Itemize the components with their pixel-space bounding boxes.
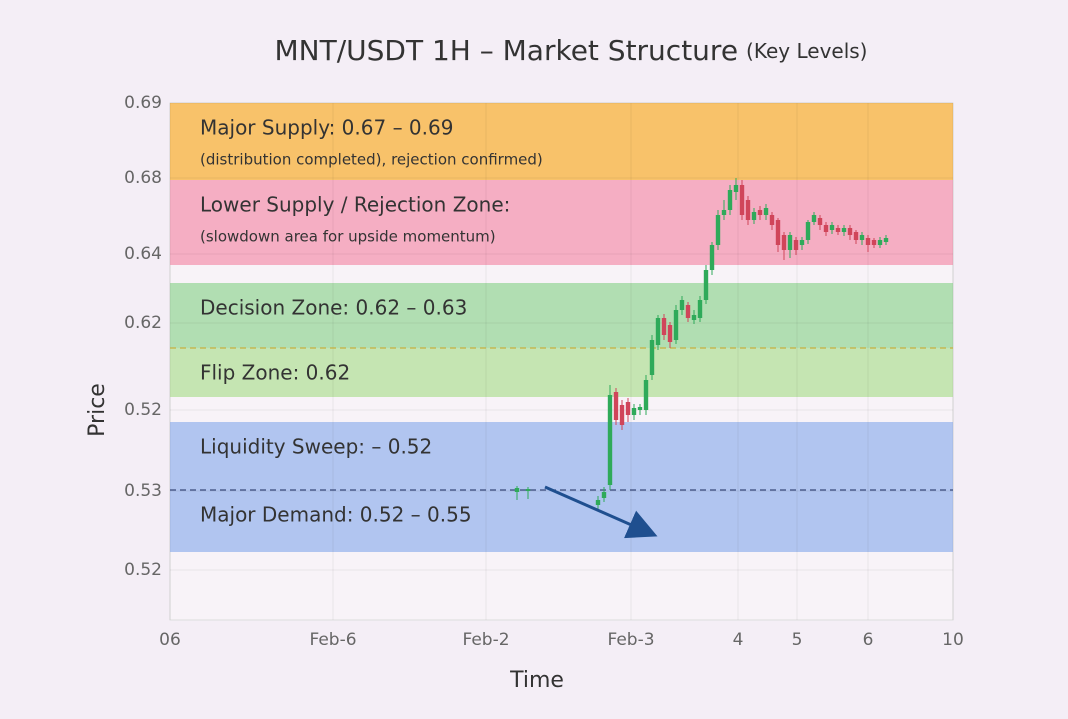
x-tick-label: Feb-2	[462, 630, 509, 650]
candle-body	[877, 240, 883, 245]
candle-body	[607, 395, 613, 485]
candle-body	[871, 240, 877, 245]
zone	[170, 283, 953, 348]
candle-body	[805, 222, 811, 240]
y-tick-label: 0.62	[124, 313, 162, 333]
candle-body	[739, 185, 745, 215]
candle-body	[775, 220, 781, 245]
candle-body	[787, 235, 793, 250]
annotation-arrow	[544, 485, 658, 539]
candle-body	[757, 210, 763, 215]
candle-body	[829, 225, 835, 230]
candle-body	[853, 232, 859, 240]
candle-body	[727, 190, 733, 210]
candle-body	[525, 489, 531, 491]
y-tick-label: 0.52	[124, 560, 162, 580]
candle-body	[823, 225, 829, 232]
candle-body	[799, 240, 805, 245]
candle-body	[697, 300, 703, 318]
x-tick-label: 4	[733, 630, 744, 650]
y-tick-label: 0.69	[124, 93, 162, 113]
candle-body	[655, 318, 661, 345]
y-axis-label: Price	[85, 383, 110, 437]
zone	[170, 422, 953, 490]
candle-body	[637, 407, 643, 410]
y-tick-label: 0.53	[124, 481, 162, 501]
candle-body	[793, 240, 799, 250]
zone-label: Major Demand: 0.52 – 0.55	[200, 503, 472, 527]
candle-body	[769, 215, 775, 225]
zone	[170, 180, 953, 265]
chart-title: MNT/USDT 1H – Market Structure (Key Level…	[275, 34, 868, 67]
title-note: (Key Levels)	[746, 39, 867, 63]
candle-body	[661, 318, 667, 335]
x-tick-label: 5	[792, 630, 803, 650]
title-main: MNT/USDT 1H – Market Structure	[275, 34, 739, 67]
zone-label: Liquidity Sweep: – 0.52	[200, 435, 432, 459]
y-tick-label: 0.68	[124, 168, 162, 188]
zone-label: Flip Zone: 0.62	[200, 361, 350, 385]
zone-label: Lower Supply / Rejection Zone:	[200, 193, 510, 217]
candle-body	[715, 215, 721, 245]
zone	[170, 103, 953, 180]
candle-body	[649, 340, 655, 375]
candle-body	[763, 208, 769, 215]
candle-body	[745, 200, 751, 220]
candle-body	[625, 402, 631, 415]
candle-body	[673, 310, 679, 340]
candle-body	[691, 315, 697, 320]
y-tick-label: 0.52	[124, 400, 162, 420]
candle-body	[631, 408, 637, 415]
candle-body	[703, 270, 709, 300]
x-tick-label: 6	[863, 630, 874, 650]
candle-body	[679, 300, 685, 310]
zone	[170, 490, 953, 552]
candle-body	[733, 185, 739, 192]
x-tick-label: 10	[942, 630, 964, 650]
candle-body	[685, 305, 691, 318]
candle-body	[835, 228, 841, 232]
candle-body	[751, 212, 757, 220]
candle-body	[883, 238, 889, 242]
zone-label: Decision Zone: 0.62 – 0.63	[200, 296, 467, 320]
candle-body	[859, 235, 865, 240]
x-tick-label: Feb-6	[309, 630, 356, 650]
candle-body	[709, 245, 715, 270]
y-tick-label: 0.64	[124, 244, 162, 264]
candle-body	[613, 392, 619, 420]
candle-body	[643, 380, 649, 410]
x-tick-label: 06	[159, 630, 181, 650]
candle-body	[595, 500, 601, 505]
candle-body	[817, 218, 823, 225]
candle-body	[811, 215, 817, 222]
x-tick-label: Feb-3	[607, 630, 654, 650]
zone	[170, 348, 953, 397]
candle-body	[667, 325, 673, 342]
zone-note: (distribution completed), rejection conf…	[200, 151, 543, 169]
candle-body	[841, 228, 847, 232]
candle-body	[619, 405, 625, 425]
candle-body	[721, 210, 727, 215]
candle-body	[865, 238, 871, 245]
zone-label: Major Supply: 0.67 – 0.69	[200, 116, 453, 140]
candle-body	[601, 492, 607, 498]
candle-body	[847, 228, 853, 235]
candle-body	[514, 488, 520, 492]
x-axis-label: Time	[509, 668, 564, 693]
candle-body	[781, 235, 787, 250]
zone-note: (slowdown area for upside momentum)	[200, 228, 496, 246]
